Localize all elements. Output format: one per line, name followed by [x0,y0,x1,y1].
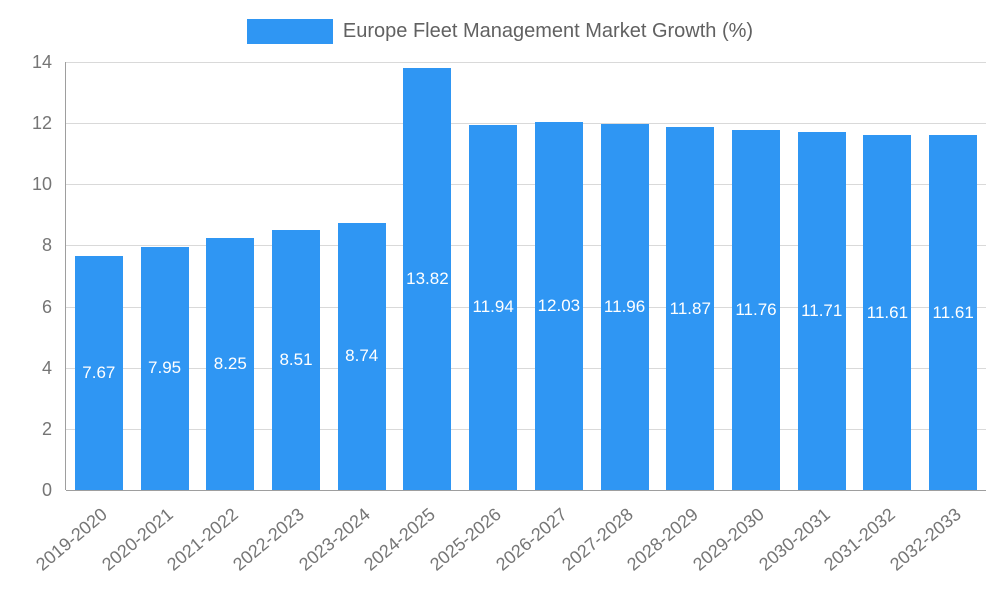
bar-value-label: 11.61 [932,302,974,322]
gridline-y-14 [66,62,986,63]
bar-value-label: 11.71 [801,301,843,320]
gridline-y-8 [66,245,986,247]
bar-2028-2029[interactable]: 11.87 [666,127,715,490]
bar-2030-2031[interactable]: 11.71 [797,132,846,490]
gridline-y-4 [66,367,986,369]
bar-value-label: 11.96 [603,297,646,317]
bar-2025-2026[interactable]: 11.94 [469,124,518,490]
bar-2031-2032[interactable]: 11.61 [863,135,912,490]
bar-value-label: 11.61 [866,302,909,322]
bar-2022-2023[interactable]: 8.51 [272,229,320,490]
y-tick-label-10: 10 [31,174,52,195]
plot-area: 7.67 7.95 8.25 8.51 8.74 13.82 11.94 12.03 11.96… [65,62,986,491]
gridline-y-0 [66,490,986,491]
bar-2023-2024[interactable]: 8.74 [337,222,386,490]
bar-value-label: 13.82 [406,268,449,288]
y-tick-label-8: 8 [41,235,52,256]
gridline-y-6 [66,306,986,308]
bar-2021-2022[interactable]: 8.25 [206,237,255,490]
y-tick-label-12: 12 [31,113,52,134]
y-tick-label-6: 6 [41,296,52,317]
bar-2029-2030[interactable]: 11.76 [732,130,780,490]
bar-value-label: 8.25 [213,353,247,373]
chart-legend[interactable]: Europe Fleet Management Market Growth (%… [0,19,1000,44]
bar-value-label: 12.03 [537,296,581,316]
y-tick-label-14: 14 [31,52,52,72]
gridline-y-10 [66,184,986,186]
chart-title: Europe Fleet Management Market Growth (%… [342,20,754,42]
bar-value-label: 11.94 [472,297,514,317]
y-tick-label-0: 0 [41,480,52,500]
y-tick-label-4: 4 [41,357,52,378]
bar-2019-2020[interactable]: 7.67 [74,255,123,490]
y-tick-label-2: 2 [41,418,52,439]
bar-2027-2028[interactable]: 11.96 [600,124,649,490]
gridline-y-2 [66,428,986,430]
bar-value-label: 8.74 [345,346,379,366]
bar-2026-2027[interactable]: 12.03 [534,122,583,490]
bar-value-label: 7.95 [148,358,182,378]
bar-value-label: 8.51 [279,349,313,369]
bar-2020-2021[interactable]: 7.95 [140,246,189,490]
bar-value-label: 11.76 [735,300,777,320]
bar-2032-2033[interactable]: 11.61 [929,135,978,490]
legend-swatch [246,19,333,44]
bar-value-label: 7.67 [82,362,116,382]
gridline-y-12 [66,123,986,125]
bar-2024-2025[interactable]: 13.82 [403,67,452,490]
bar-value-label: 11.87 [669,298,711,318]
